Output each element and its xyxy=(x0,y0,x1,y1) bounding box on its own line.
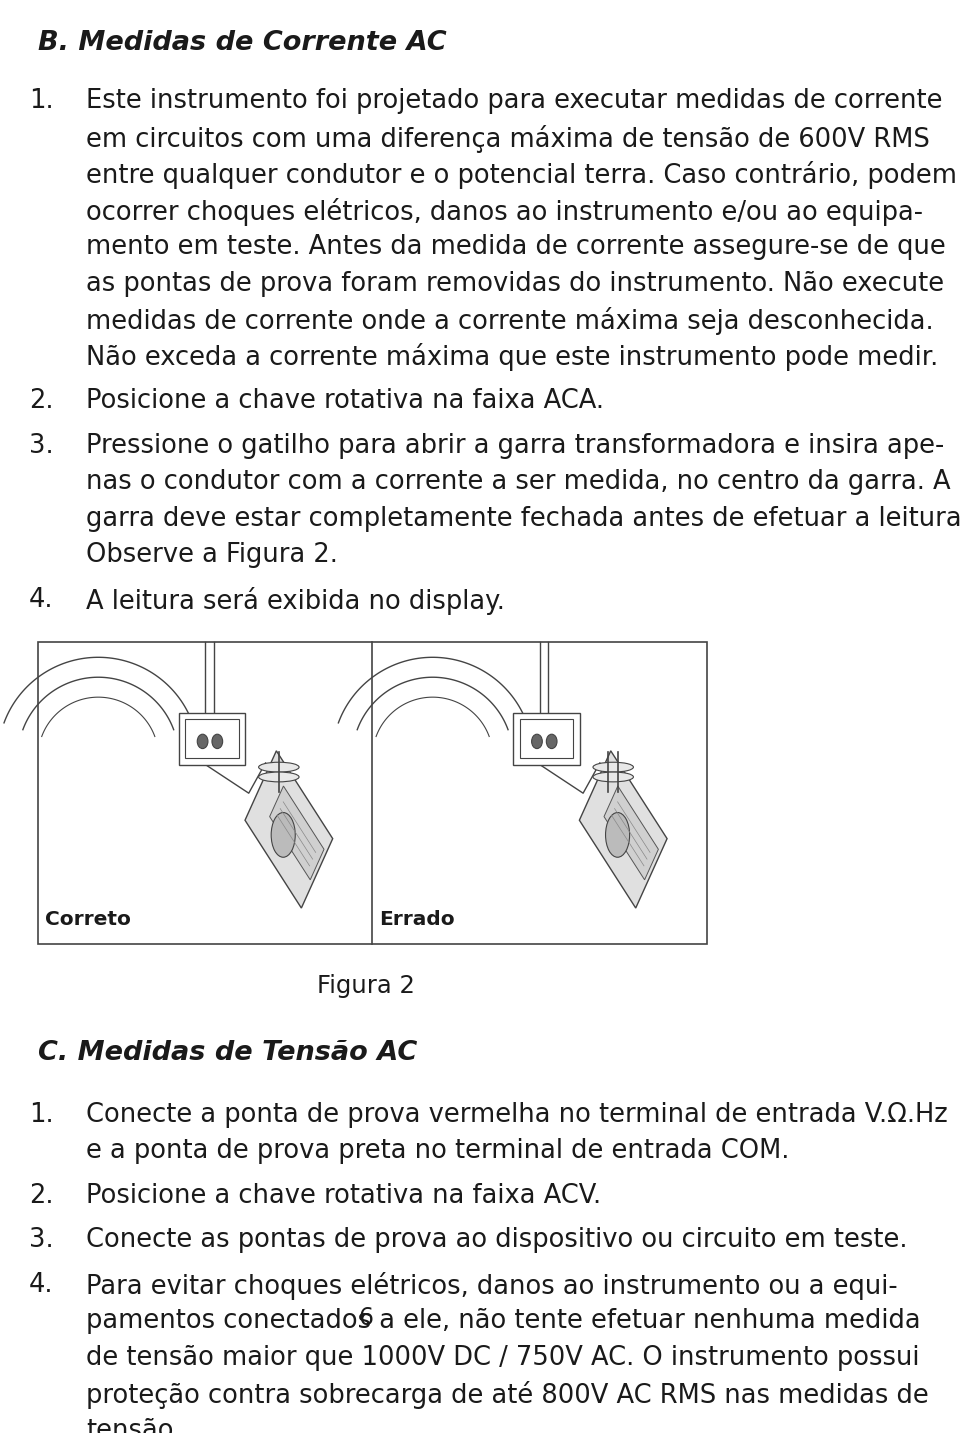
Circle shape xyxy=(606,813,630,857)
Text: Errado: Errado xyxy=(379,910,455,929)
Ellipse shape xyxy=(593,762,634,772)
Polygon shape xyxy=(580,751,667,909)
Text: 4.: 4. xyxy=(29,586,54,613)
Polygon shape xyxy=(270,787,324,880)
Text: entre qualquer condutor e o potencial terra. Caso contrário, podem: entre qualquer condutor e o potencial te… xyxy=(86,160,957,189)
Text: B. Medidas de Corrente AC: B. Medidas de Corrente AC xyxy=(38,30,446,56)
Text: pamentos conectados a ele, não tente efetuar nenhuma medida: pamentos conectados a ele, não tente efe… xyxy=(86,1308,921,1334)
Text: mento em teste. Antes da medida de corrente assegure-se de que: mento em teste. Antes da medida de corre… xyxy=(86,234,947,259)
Ellipse shape xyxy=(258,762,300,772)
Text: tensão.: tensão. xyxy=(86,1417,181,1433)
Text: 3.: 3. xyxy=(29,433,54,459)
Text: de tensão maior que 1000V DC / 750V AC. O instrumento possui: de tensão maior que 1000V DC / 750V AC. … xyxy=(86,1346,920,1371)
Text: Conecte a ponta de prova vermelha no terminal de entrada V.Ω.Hz: Conecte a ponta de prova vermelha no ter… xyxy=(86,1102,948,1128)
Text: Pressione o gatilho para abrir a garra transformadora e insira ape-: Pressione o gatilho para abrir a garra t… xyxy=(86,433,945,459)
Polygon shape xyxy=(604,787,659,880)
Text: 4.: 4. xyxy=(29,1273,54,1298)
Text: proteção contra sobrecarga de até 800V AC RMS nas medidas de: proteção contra sobrecarga de até 800V A… xyxy=(86,1381,929,1410)
Text: Figura 2: Figura 2 xyxy=(318,974,415,999)
Text: Para evitar choques elétricos, danos ao instrumento ou a equi-: Para evitar choques elétricos, danos ao … xyxy=(86,1273,898,1300)
Text: 6: 6 xyxy=(359,1307,373,1330)
Ellipse shape xyxy=(546,734,557,748)
FancyBboxPatch shape xyxy=(519,719,573,758)
FancyBboxPatch shape xyxy=(513,714,580,764)
Text: em circuitos com uma diferença máxima de tensão de 600V RMS: em circuitos com uma diferença máxima de… xyxy=(86,125,930,153)
FancyBboxPatch shape xyxy=(185,719,239,758)
Text: as pontas de prova foram removidas do instrumento. Não execute: as pontas de prova foram removidas do in… xyxy=(86,271,945,297)
Text: Correto: Correto xyxy=(45,910,131,929)
Text: medidas de corrente onde a corrente máxima seja desconhecida.: medidas de corrente onde a corrente máxi… xyxy=(86,307,934,335)
Text: A leitura será exibida no display.: A leitura será exibida no display. xyxy=(86,586,505,615)
Text: Conecte as pontas de prova ao dispositivo ou circuito em teste.: Conecte as pontas de prova ao dispositiv… xyxy=(86,1228,908,1254)
Circle shape xyxy=(271,813,296,857)
Text: Posicione a chave rotativa na faixa ACA.: Posicione a chave rotativa na faixa ACA. xyxy=(86,388,605,414)
Text: C. Medidas de Tensão AC: C. Medidas de Tensão AC xyxy=(38,1040,418,1066)
Text: Este instrumento foi projetado para executar medidas de corrente: Este instrumento foi projetado para exec… xyxy=(86,89,943,115)
Text: Posicione a chave rotativa na faixa ACV.: Posicione a chave rotativa na faixa ACV. xyxy=(86,1182,602,1209)
Ellipse shape xyxy=(258,772,300,782)
Text: 2.: 2. xyxy=(29,1182,54,1209)
Text: Não exceda a corrente máxima que este instrumento pode medir.: Não exceda a corrente máxima que este in… xyxy=(86,344,939,371)
Text: 1.: 1. xyxy=(29,89,54,115)
Text: ocorrer choques elétricos, danos ao instrumento e/ou ao equipa-: ocorrer choques elétricos, danos ao inst… xyxy=(86,198,924,225)
Text: 1.: 1. xyxy=(29,1102,54,1128)
Ellipse shape xyxy=(197,734,208,748)
Ellipse shape xyxy=(212,734,223,748)
FancyBboxPatch shape xyxy=(38,642,707,944)
Text: nas o condutor com a corrente a ser medida, no centro da garra. A: nas o condutor com a corrente a ser medi… xyxy=(86,469,951,496)
Text: 2.: 2. xyxy=(29,388,54,414)
Text: Observe a Figura 2.: Observe a Figura 2. xyxy=(86,542,338,567)
Text: e a ponta de prova preta no terminal de entrada COM.: e a ponta de prova preta no terminal de … xyxy=(86,1138,790,1164)
Text: garra deve estar completamente fechada antes de efetuar a leitura.: garra deve estar completamente fechada a… xyxy=(86,506,960,532)
Polygon shape xyxy=(245,751,333,909)
Ellipse shape xyxy=(532,734,542,748)
FancyBboxPatch shape xyxy=(179,714,246,764)
Ellipse shape xyxy=(593,772,634,782)
Text: 3.: 3. xyxy=(29,1228,54,1254)
